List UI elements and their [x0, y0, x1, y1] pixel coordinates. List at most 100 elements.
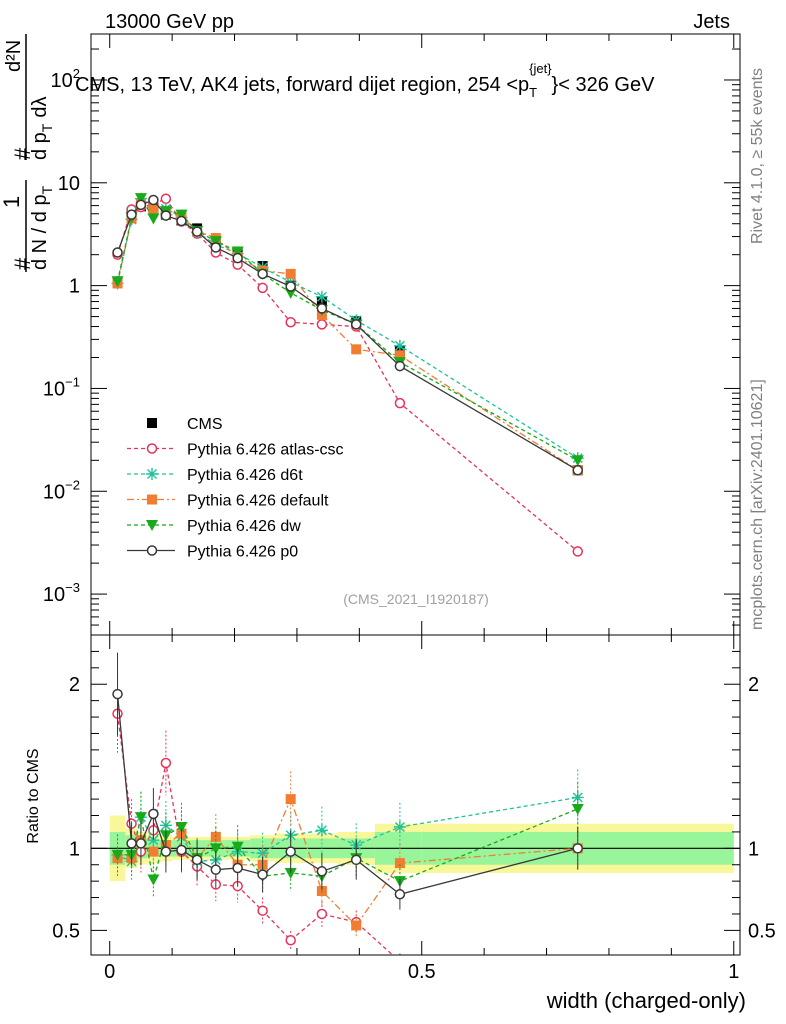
main-ytick-label: 102 [51, 66, 80, 92]
marker-dw [134, 193, 147, 205]
ratio-xtick-label: 0 [104, 961, 115, 983]
ylabel-hash-2: # [10, 147, 35, 160]
ratio-x-tick-labels: 0 0.5 1 [104, 961, 739, 983]
series-p0 [112, 194, 583, 476]
ratio-marker-atlas_csc [316, 908, 328, 920]
legend-item-CMS: CMS [147, 416, 223, 433]
ratio-marker-d6t [393, 821, 406, 833]
ratio-marker-d6t [315, 824, 328, 837]
ratio-marker-dw [111, 849, 124, 861]
ratio-marker-default [351, 920, 362, 931]
ratio-ytick-label-right: 2 [748, 674, 759, 696]
ratio-marker-p0 [350, 854, 362, 866]
marker-p0 [572, 465, 583, 476]
ylabel-den-dp-text: d p [29, 132, 51, 160]
marker-p0 [316, 303, 328, 314]
marker-atlas_csc [394, 397, 406, 409]
marker-p0 [350, 319, 362, 330]
legend-marker-p0 [146, 545, 158, 556]
legend-item-default: Pythia 6.426 default [127, 493, 329, 510]
ratio-marker-p0 [191, 854, 203, 866]
main-y-axis-label: # 1 d N / d pT # d²N d pTdλ [0, 34, 55, 272]
ratio-marker-dw [147, 874, 160, 886]
chart-title: CMS, 13 TeV, AK4 jets, forward dijet reg… [75, 61, 655, 100]
ratio-y-tick-labels: 0.5 0.5 1 1 2 2 [52, 674, 776, 942]
ratio-marker-p0 [257, 869, 268, 880]
marker-d6t [315, 290, 328, 303]
legend-item-p0: Pythia 6.426 p0 [127, 544, 298, 561]
marker-atlas_csc [316, 319, 328, 330]
main-ytick-label-base: 1 [69, 276, 80, 298]
ratio-marker-p0 [210, 864, 222, 875]
ratio-marker-atlas_csc [285, 934, 296, 946]
marker-p0 [210, 242, 222, 253]
marker-default [394, 350, 405, 361]
marker-p0 [285, 281, 296, 292]
ratio-marker-dw [175, 822, 188, 833]
chart-title-sup: {jet} [529, 61, 552, 76]
legend-item-atlas_csc: Pythia 6.426 atlas-csc [127, 442, 344, 459]
ratio-series-group [111, 652, 584, 966]
main-ytick-label-base: 10 [58, 173, 80, 195]
watermark-label: (CMS_2021_I1920187) [343, 591, 489, 607]
series-default [112, 199, 583, 476]
legend: CMS Pythia 6.426 atlas-csc Pythia 6.426 d6… [127, 416, 344, 561]
header-right-label: Jets [693, 11, 730, 33]
legend-marker-CMS [147, 418, 157, 428]
ylabel-denominator: d N / d pT [29, 185, 55, 270]
ratio-marker-p0 [126, 838, 137, 849]
marker-atlas_csc [572, 546, 583, 557]
marker-p0 [148, 194, 159, 206]
main-series-group [111, 192, 584, 557]
ratio-y-axis-label: Ratio to CMS [25, 748, 42, 843]
marker-dw [111, 276, 124, 288]
legend-marker-dw [146, 520, 158, 531]
ylabel-one: 1 [0, 196, 24, 208]
ylabel-numerator: d²N [3, 40, 25, 72]
ylabel-den-lambda: dλ [29, 97, 51, 118]
ratio-ytick-label-left: 2 [69, 674, 80, 696]
ratio-marker-atlas_csc [395, 957, 404, 966]
ratio-ytick-label-left: 0.5 [52, 920, 80, 942]
header-left-label: 13000 GeV pp [105, 11, 234, 33]
series-atlas_csc [112, 193, 583, 557]
ratio-marker-p0 [316, 866, 328, 877]
ratio-marker-default [394, 858, 405, 869]
legend-marker-default [147, 494, 157, 505]
marker-p0 [160, 210, 172, 221]
main-ytick-label-base: 10 [51, 70, 73, 92]
ylabel-den-dp-t: T [39, 123, 55, 132]
ratio-marker-p0 [394, 889, 406, 900]
ratio-marker-dw [134, 812, 147, 824]
chart-title-end: }< 326 GeV [552, 74, 656, 96]
main-ytick-label-base: 10 [43, 378, 65, 400]
main-ytick-label-exp: −1 [65, 374, 80, 389]
rivet-version-label: Rivet 4.1.0, ≥ 55k events [749, 68, 766, 244]
ylabel-hash: # [10, 257, 35, 270]
main-ytick-label-exp: −3 [65, 580, 80, 595]
legend-label-dw: Pythia 6.426 dw [187, 518, 301, 535]
ylabel-denominator-text: d N / d p [29, 194, 51, 270]
main-ytick-label: 10−1 [43, 374, 80, 400]
ratio-marker-p0 [176, 844, 187, 856]
ratio-xtick-label: 1 [728, 961, 739, 983]
mcplots-source-label: mcplots.cern.ch [arXiv:2401.10621] [749, 379, 766, 630]
marker-default [148, 204, 159, 215]
ratio-marker-p0 [572, 843, 583, 854]
legend-label-d6t: Pythia 6.426 d6t [187, 467, 303, 484]
ratio-marker-atlas_csc [160, 757, 172, 769]
ratio-marker-p0 [160, 846, 172, 857]
legend-marker-atlas_csc [146, 443, 158, 454]
ratio-ytick-label-right: 1 [748, 838, 759, 860]
ratio-series-p0 [112, 652, 583, 910]
marker-atlas_csc [257, 282, 268, 294]
main-ytick-label: 10−2 [43, 477, 80, 503]
ratio-ytick-label-right: 0.5 [748, 920, 776, 942]
marker-default [351, 344, 362, 355]
ratio-marker-dw [209, 843, 222, 855]
ratio-marker-default [148, 846, 159, 857]
ratio-marker-d6t [256, 847, 269, 860]
series-CMS [112, 201, 583, 476]
